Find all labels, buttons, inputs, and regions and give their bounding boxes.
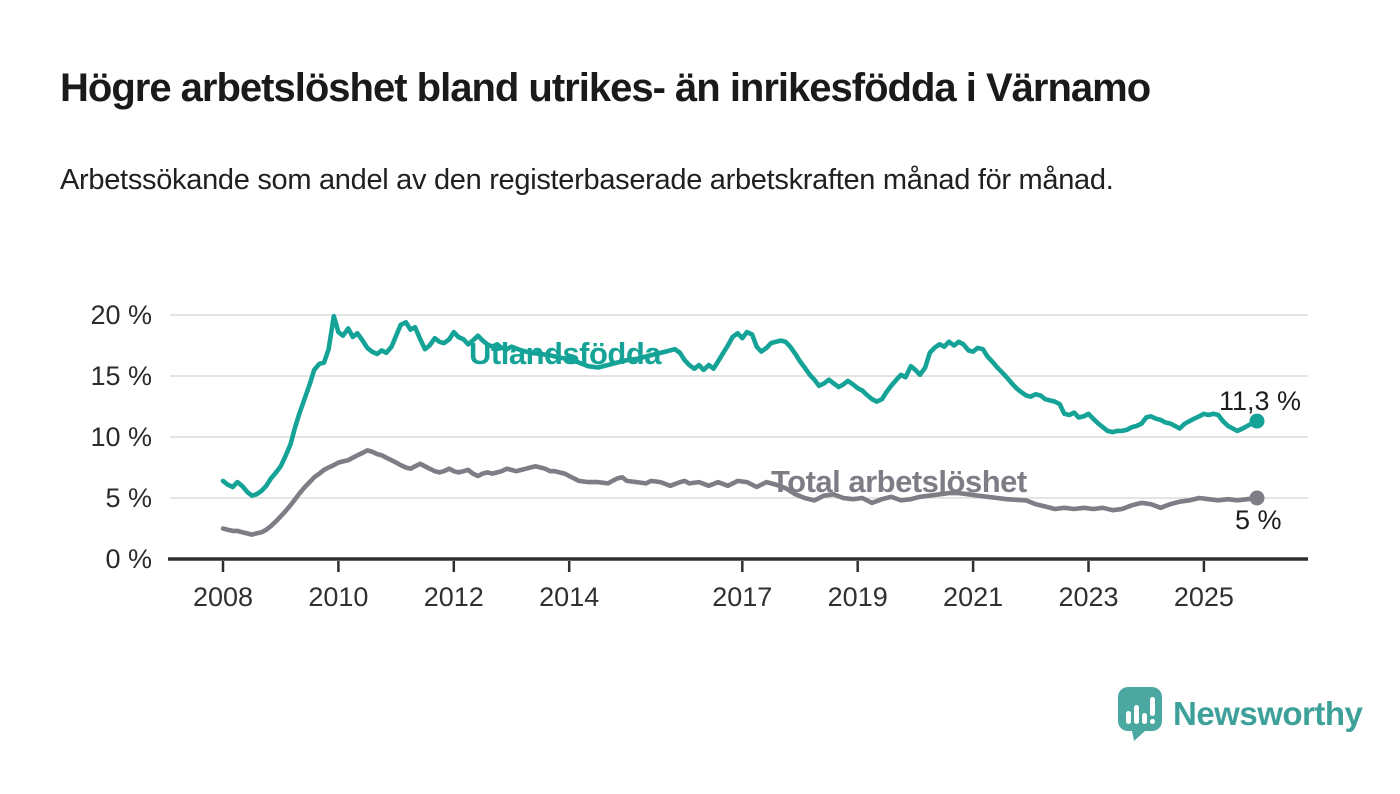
series-label-total-arbetsloshet: Total arbetslöshet [771, 464, 1027, 499]
y-tick-label: 0 % [105, 544, 152, 574]
end-dot-total-arbetsloshet [1249, 490, 1265, 506]
logo-bars [1126, 697, 1155, 724]
end-dot-utlandsfodda [1249, 413, 1265, 429]
x-axis-ticks [221, 561, 1206, 572]
y-tick-label: 15 % [90, 361, 152, 391]
gridlines [170, 314, 1308, 499]
x-tick-label: 2021 [943, 582, 1003, 612]
x-tick-label: 2019 [828, 582, 888, 612]
newsworthy-wordmark: Newsworthy [1173, 695, 1363, 732]
x-tick-label: 2014 [539, 582, 599, 612]
x-tick-label: 2010 [308, 582, 368, 612]
x-axis-labels: 2008 2010 2012 2014 2017 2019 2021 2023 2025 [193, 582, 1234, 612]
y-tick-label: 20 % [90, 300, 152, 330]
x-tick-label: 2017 [712, 582, 772, 612]
newsworthy-logo: Newsworthy [1117, 686, 1363, 742]
series-label-utlandsfodda: Utlandsfödda [469, 336, 662, 371]
y-axis-labels: 0 % 5 % 10 % 15 % 20 % [90, 300, 152, 574]
x-tick-label: 2023 [1058, 582, 1118, 612]
y-tick-label: 10 % [90, 422, 152, 452]
chart-subtitle: Arbetssökande som andel av den registerb… [60, 164, 1114, 196]
newsworthy-logo-icon [1118, 687, 1162, 741]
series-line-total-arbetsloshet [220, 448, 1260, 537]
end-value-label-utlandsfodda: 11,3 % [1219, 386, 1302, 416]
series-line-utlandsfodda [220, 313, 1260, 498]
end-value-label-total-arbetsloshet: 5 % [1235, 505, 1282, 535]
x-tick-label: 2012 [424, 582, 484, 612]
x-tick-label: 2025 [1174, 582, 1234, 612]
x-tick-label: 2008 [193, 582, 253, 612]
y-tick-label: 5 % [105, 483, 152, 513]
page-title: Högre arbetslöshet bland utrikes- än inr… [60, 66, 1151, 110]
